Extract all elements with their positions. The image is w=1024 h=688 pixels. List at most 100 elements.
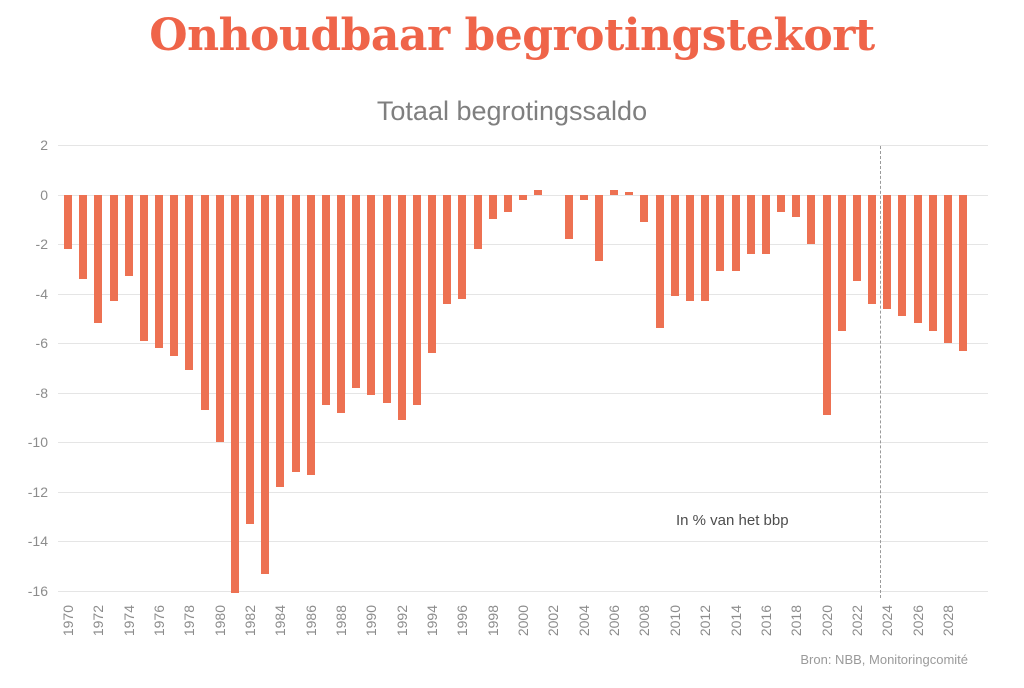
bar-2027 xyxy=(928,194,937,331)
bar-1986 xyxy=(306,194,315,475)
x-axis-label: 2024 xyxy=(879,605,896,637)
bar-2011 xyxy=(685,194,694,302)
x-axis-label: 1986 xyxy=(302,605,319,637)
bar-2008 xyxy=(640,194,649,222)
y-axis-label: -2 xyxy=(35,236,48,253)
x-axis-label: 2010 xyxy=(666,605,683,637)
x-axis-label: 1998 xyxy=(484,605,501,637)
x-axis-label: 2020 xyxy=(818,605,835,637)
gridline xyxy=(58,591,988,592)
bar-2015 xyxy=(746,194,755,255)
x-axis-label: 2004 xyxy=(575,605,592,637)
bar-1981 xyxy=(230,194,239,594)
x-axis-label: 2022 xyxy=(848,605,865,637)
bar-1992 xyxy=(397,194,406,421)
bar-2012 xyxy=(701,194,710,302)
bar-2023 xyxy=(868,194,876,304)
bar-2017 xyxy=(777,194,785,212)
bar-2029 xyxy=(959,194,967,351)
bar-2005 xyxy=(594,194,603,262)
bar-1975 xyxy=(139,194,148,341)
bar-1990 xyxy=(367,194,376,396)
y-axis-label: -12 xyxy=(27,483,48,500)
gridline xyxy=(58,442,988,444)
bar-1983 xyxy=(261,194,270,574)
bar-1971 xyxy=(79,194,88,279)
gridline xyxy=(58,145,988,146)
x-axis-label: 1970 xyxy=(60,605,76,637)
bar-2007 xyxy=(625,192,634,195)
x-axis-label: 1984 xyxy=(272,605,289,637)
bar-2025 xyxy=(898,194,907,316)
x-axis-label: 1992 xyxy=(393,605,410,637)
bar-2009 xyxy=(655,194,664,329)
x-axis-label: 1978 xyxy=(181,605,198,637)
bar-1979 xyxy=(200,194,209,411)
bar-1999 xyxy=(503,194,512,212)
bar-1987 xyxy=(321,194,330,406)
bar-2016 xyxy=(761,194,770,255)
bar-1977 xyxy=(170,194,179,356)
bar-1974 xyxy=(124,194,133,277)
x-axis-label: 1976 xyxy=(151,605,167,637)
bar-1970 xyxy=(64,194,72,250)
x-axis-label: 1974 xyxy=(120,605,137,637)
bar-1994 xyxy=(428,194,437,354)
x-axis-label: 2006 xyxy=(606,605,623,637)
bar-2019 xyxy=(807,194,816,245)
y-axis-label: -14 xyxy=(27,533,48,550)
x-axis-label: 1988 xyxy=(333,605,350,637)
y-axis-label: -6 xyxy=(35,335,48,352)
x-axis-label: 2028 xyxy=(939,605,956,637)
x-axis-label: 2008 xyxy=(636,605,653,637)
bar-1982 xyxy=(246,194,254,525)
bar-1978 xyxy=(185,194,194,371)
bar-1996 xyxy=(458,194,467,299)
bar-1973 xyxy=(109,194,118,302)
y-axis-label: -8 xyxy=(35,384,48,401)
bar-2003 xyxy=(564,194,573,240)
bar-1980 xyxy=(215,194,224,443)
chart-subtitle: Totaal begrotingssaldo xyxy=(376,96,648,126)
chart-title: Onhoudbaar begrotingstekort xyxy=(149,10,875,61)
source-credit: Bron: NBB, Monitoringcomité xyxy=(800,652,968,667)
bar-2021 xyxy=(837,194,846,331)
x-axis-label: 2012 xyxy=(697,605,714,637)
bar-1998 xyxy=(488,194,497,220)
bar-1988 xyxy=(337,194,346,413)
y-axis-label: -16 xyxy=(27,583,48,599)
bar-2020 xyxy=(822,194,831,416)
x-axis-label: 2026 xyxy=(909,605,926,637)
bar-1991 xyxy=(382,194,391,403)
gridline xyxy=(58,244,988,246)
bar-2013 xyxy=(716,194,725,272)
bar-1985 xyxy=(291,194,300,473)
bar-2010 xyxy=(670,194,679,297)
y-axis-label: -10 xyxy=(27,434,48,451)
x-axis-label: 2016 xyxy=(757,605,774,637)
x-axis-label: 1972 xyxy=(90,605,107,637)
bar-2000 xyxy=(519,194,528,200)
bar-2018 xyxy=(792,194,801,217)
y-axis-label: 2 xyxy=(40,137,48,153)
x-axis-label: 2014 xyxy=(727,605,744,637)
bar-1997 xyxy=(473,194,482,250)
y-axis-label: -4 xyxy=(35,285,48,302)
gridline xyxy=(58,541,988,543)
x-axis-label: 1990 xyxy=(363,605,380,637)
x-axis-label: 1980 xyxy=(211,605,228,637)
bar-1976 xyxy=(155,194,163,349)
gridline xyxy=(58,491,988,493)
gridline xyxy=(58,392,988,394)
gridline xyxy=(58,343,988,345)
bar-1995 xyxy=(443,194,452,304)
bar-2024 xyxy=(883,194,892,309)
bar-2026 xyxy=(913,194,922,324)
x-axis-label: 2018 xyxy=(788,605,805,637)
unit-annotation: In % van het bbp xyxy=(676,512,789,529)
x-axis-label: 1982 xyxy=(242,605,258,637)
forecast-divider xyxy=(879,146,881,598)
bar-1993 xyxy=(412,194,421,406)
